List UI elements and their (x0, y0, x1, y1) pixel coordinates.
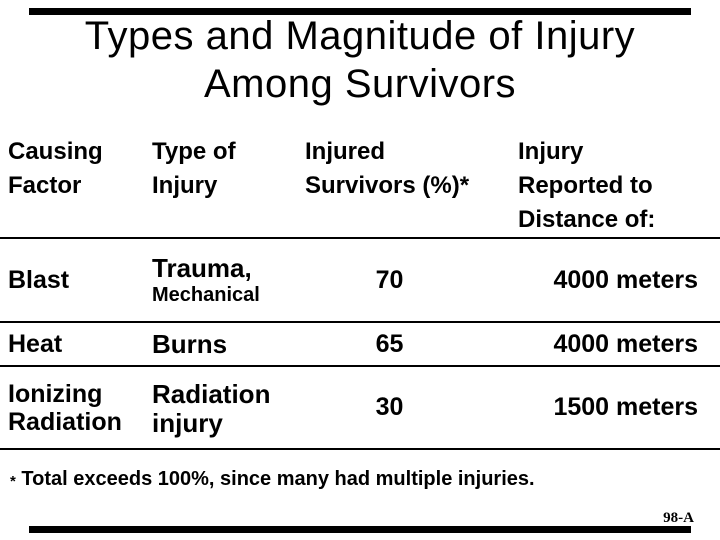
cell-injured-percent: 30 (375, 393, 404, 421)
cell-distance: 4000 meters (553, 265, 698, 294)
slide-title: Types and Magnitude of Injury Among Surv… (84, 14, 636, 106)
injury-table: Causing Factor Type of Injury Injured Su… (0, 133, 720, 450)
table-header-row: Causing Factor Type of Injury Injured Su… (0, 133, 720, 239)
injury-type-primary: Burns (152, 329, 228, 359)
table-row-blast: Blast Trauma, Mechanical 70 4000 meters (0, 239, 720, 323)
table-row-heat: Heat Burns 65 4000 meters (0, 323, 720, 367)
cell-type-of-injury: Burns (145, 329, 298, 359)
footnote-asterisk: * (10, 473, 16, 490)
top-border-bar (29, 8, 691, 15)
footnote: * Total exceeds 100%, since many had mul… (10, 468, 535, 491)
cell-causing-factor: Blast (8, 266, 70, 294)
slide-number: 98-A (663, 510, 694, 526)
header-injured-survivors: Injured Survivors (%)* (305, 138, 470, 199)
injury-type-secondary: injury (152, 407, 223, 438)
cell-injured-percent: 70 (375, 265, 404, 294)
cell-distance: 1500 meters (553, 393, 698, 421)
footnote-text: Total exceeds 100%, since many had multi… (21, 468, 535, 490)
cell-causing-factor: Ionizing Radiation (8, 379, 122, 436)
cell-type-of-injury: Trauma, Mechanical (145, 253, 298, 307)
table-row-ionizing-radiation: Ionizing Radiation Radiation injury 30 1… (0, 367, 720, 450)
injury-type-primary: Radiation (152, 378, 271, 409)
header-type-of-injury: Type of Injury (152, 138, 236, 199)
cell-causing-factor: Heat (8, 330, 63, 358)
cell-type-of-injury: Radiation injury (145, 379, 298, 437)
injury-type-secondary: Mechanical (152, 284, 260, 306)
header-injury-distance: Injury Reported to Distance of: (518, 138, 656, 233)
cell-distance: 4000 meters (553, 329, 698, 358)
header-causing-factor: Causing Factor (8, 138, 103, 199)
bottom-border-bar (29, 526, 691, 533)
cell-injured-percent: 65 (375, 329, 404, 358)
injury-type-primary: Trauma, (152, 253, 252, 283)
